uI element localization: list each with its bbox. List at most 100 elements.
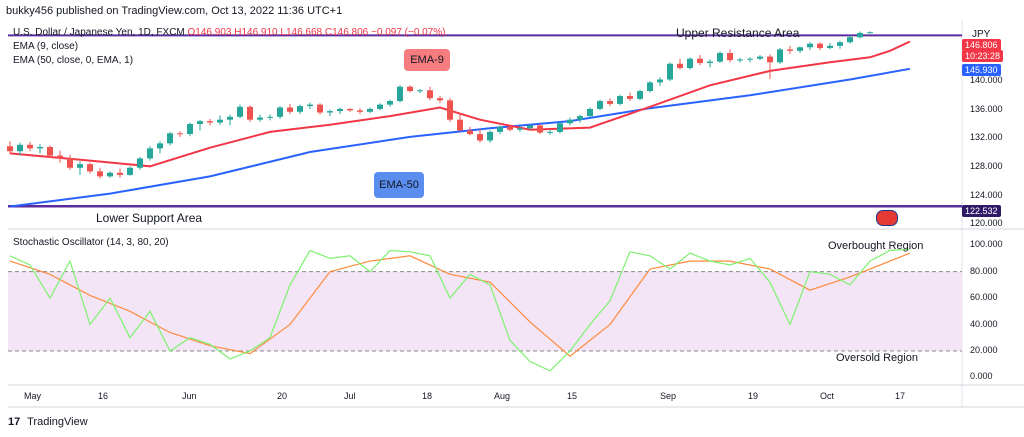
candle-body	[857, 32, 863, 38]
stochastic-title: Stochastic Oscillator (14, 3, 80, 20)	[13, 237, 169, 248]
candle	[207, 118, 213, 126]
ema50-line	[9, 67, 911, 208]
candle	[857, 31, 863, 39]
candle-body	[277, 107, 283, 117]
legend-ema50[interactable]: EMA (50, close, 0, EMA, 1)	[13, 55, 134, 66]
candle-body	[717, 52, 723, 62]
candle-body	[47, 146, 53, 156]
candle	[507, 124, 513, 132]
candle-body	[287, 107, 293, 112]
candle	[577, 114, 583, 123]
candle	[147, 146, 153, 161]
candle	[77, 161, 83, 175]
candle	[67, 154, 73, 170]
candle	[617, 94, 623, 106]
candle	[567, 117, 573, 126]
candle-body	[167, 133, 173, 144]
candle	[817, 42, 823, 51]
candle	[587, 107, 593, 118]
stochastic-d-line	[9, 252, 911, 357]
candle-body	[867, 32, 873, 34]
candle	[647, 80, 653, 93]
candle-body	[127, 167, 133, 175]
ema50-callout: EMA-50	[374, 172, 424, 198]
candle	[277, 106, 283, 119]
candle-body	[667, 63, 673, 80]
candle	[127, 166, 133, 176]
candle-body	[357, 110, 363, 112]
candle-body	[567, 119, 573, 124]
candle-body	[177, 133, 183, 135]
time-tick-label: 20	[277, 391, 288, 401]
candle-body	[417, 90, 423, 92]
candle	[667, 62, 673, 81]
candle	[167, 131, 173, 146]
candle	[287, 103, 293, 114]
candle-body	[777, 49, 783, 63]
candle-body	[577, 116, 583, 120]
candle	[767, 54, 773, 79]
candle	[747, 57, 753, 63]
candle-body	[147, 148, 153, 159]
legend-symbol: U.S. Dollar / Japanese Yen, 1D, FXCM O14…	[13, 27, 446, 38]
candle-body	[187, 124, 193, 135]
candle	[137, 156, 143, 170]
candle-body	[327, 111, 333, 113]
candle-body	[307, 104, 313, 107]
candle	[437, 96, 443, 104]
lower-support-label: Lower Support Area	[96, 211, 203, 225]
candle-body	[837, 42, 843, 46]
candle	[217, 115, 223, 125]
candle	[87, 162, 93, 174]
candle	[27, 141, 33, 152]
candle	[847, 35, 853, 44]
candle-body	[847, 37, 853, 43]
candle	[237, 104, 243, 119]
candle-body	[377, 104, 383, 109]
candle	[307, 102, 313, 109]
candle-body	[407, 86, 413, 92]
stoch-tick-label: 0.000	[970, 371, 993, 382]
candle	[717, 51, 723, 64]
upper-resistance-label: Upper Resistance Area	[676, 26, 800, 40]
candle	[827, 42, 833, 50]
time-tick-label: Oct	[820, 391, 835, 401]
candle-body	[517, 128, 523, 130]
candle-body	[747, 58, 753, 60]
candle	[607, 98, 613, 107]
currency-label: JPY	[972, 29, 991, 40]
candle-body	[507, 126, 513, 130]
tradingview-footer[interactable]: 17 TradingView	[8, 416, 88, 428]
candle	[837, 40, 843, 49]
candle	[177, 131, 183, 137]
candle-body	[57, 155, 63, 159]
candle-body	[37, 146, 43, 149]
candle-body	[767, 56, 773, 63]
candle	[487, 130, 493, 143]
candle-body	[347, 108, 353, 111]
candle	[297, 104, 303, 114]
candle	[267, 114, 273, 121]
candle	[697, 55, 703, 66]
candle-body	[657, 79, 663, 83]
candle-body	[337, 108, 343, 112]
candle-body	[817, 43, 823, 48]
candle-body	[447, 100, 453, 120]
candle-body	[477, 134, 483, 141]
candle	[417, 88, 423, 94]
candle	[457, 113, 463, 132]
legend-ema9[interactable]: EMA (9, close)	[13, 41, 79, 52]
candle-body	[257, 117, 263, 120]
candle	[157, 141, 163, 154]
candle	[797, 46, 803, 53]
candle-body	[197, 121, 203, 124]
candle-body	[427, 90, 433, 99]
candle	[637, 89, 643, 101]
candle	[247, 105, 253, 122]
candle-body	[237, 106, 243, 117]
candle	[197, 119, 203, 131]
countdown-tag: 10:23:28	[962, 50, 1004, 62]
candle	[517, 126, 523, 132]
candle-body	[827, 45, 833, 48]
